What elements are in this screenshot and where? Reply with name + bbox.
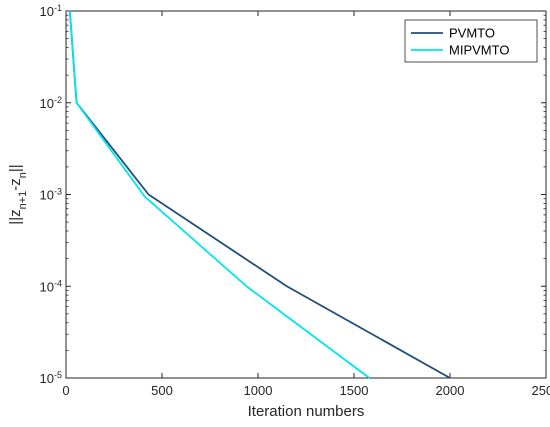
x-tick-label: 500 [151, 383, 173, 398]
y-tick-label: 10-1 [40, 3, 62, 19]
y-label-sub1: n+1 [17, 191, 29, 210]
x-tick-label: 0 [62, 383, 69, 398]
legend-label-mipvmto: MIPVMTO [449, 43, 509, 58]
y-tick-label: 10-3 [40, 187, 62, 203]
plot-area [65, 10, 547, 379]
y-label-mid: -z [7, 178, 24, 191]
y-tick-label: 10-4 [40, 278, 62, 294]
y-axis: 10-5 10-4 10-3 10-2 10-1 [40, 3, 546, 386]
plot-frame [65, 10, 547, 379]
legend-box [404, 19, 538, 63]
x-tick-label: 2500 [532, 383, 550, 398]
x-tick-label: 2000 [436, 383, 465, 398]
y-label-pre: ||z [7, 209, 24, 224]
x-tick-label: 1500 [340, 383, 369, 398]
series-line-mipvmto [68, 10, 370, 379]
y-tick-label: 10-5 [40, 370, 62, 386]
x-axis: 0 500 1000 1500 2000 2500 [62, 11, 550, 398]
y-label-post: || [7, 164, 24, 172]
legend: PVMTO MIPVMTO [404, 19, 538, 63]
series-layer [68, 10, 451, 379]
x-tick-label: 1000 [244, 383, 273, 398]
y-axis-label: ||zn+1-zn|| [7, 164, 29, 224]
x-axis-label: Iteration numbers [248, 403, 365, 420]
legend-label-pvmto: PVMTO [449, 26, 495, 41]
y-label-sub2: n [17, 172, 29, 178]
y-tick-label: 10-2 [40, 95, 62, 111]
